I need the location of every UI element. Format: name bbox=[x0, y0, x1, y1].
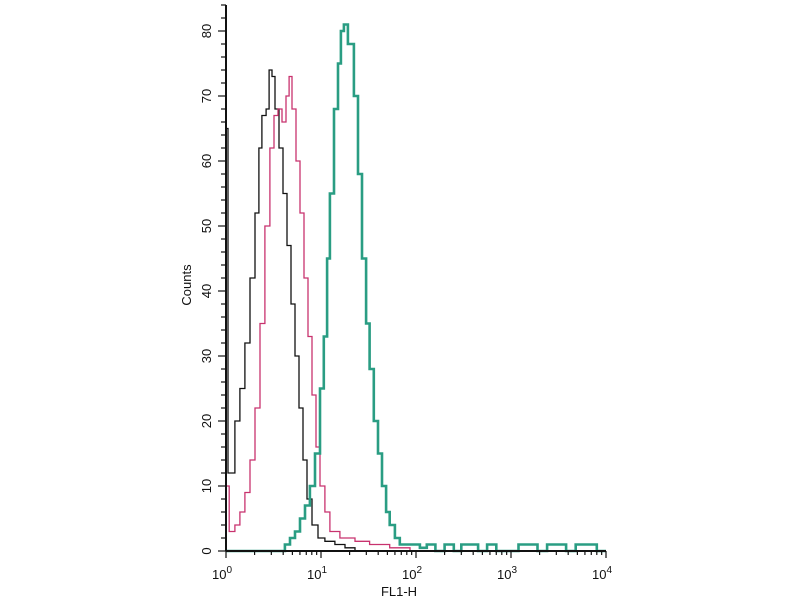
axes bbox=[218, 4, 607, 558]
y-tick-label: 50 bbox=[199, 219, 214, 233]
y-tick-label: 70 bbox=[199, 89, 214, 103]
histogram-series-3 bbox=[226, 23, 606, 553]
x-tick-label: 102 bbox=[402, 565, 422, 582]
y-tick-label: 0 bbox=[199, 547, 214, 554]
y-tick-label: 30 bbox=[199, 349, 214, 363]
x-tick-label: 104 bbox=[592, 565, 612, 582]
y-tick-label: 60 bbox=[199, 154, 214, 168]
y-tick-label: 10 bbox=[199, 479, 214, 493]
y-tick-labels: 0 10 20 30 40 50 60 70 80 bbox=[199, 24, 214, 555]
histogram-series-1 bbox=[225, 69, 356, 551]
x-tick-labels: 100 101 102 103 104 bbox=[212, 565, 612, 582]
y-tick-label: 80 bbox=[199, 24, 214, 38]
histogram-series-2 bbox=[226, 75, 411, 551]
y-axis-title: Counts bbox=[179, 264, 194, 306]
x-axis-title: FL1-H bbox=[381, 584, 417, 599]
histogram-curves bbox=[225, 23, 606, 553]
x-tick-label: 103 bbox=[497, 565, 517, 582]
x-tick-label: 100 bbox=[212, 565, 232, 582]
y-tick-label: 40 bbox=[199, 284, 214, 298]
x-tick-label: 101 bbox=[307, 565, 327, 582]
y-tick-label: 20 bbox=[199, 414, 214, 428]
